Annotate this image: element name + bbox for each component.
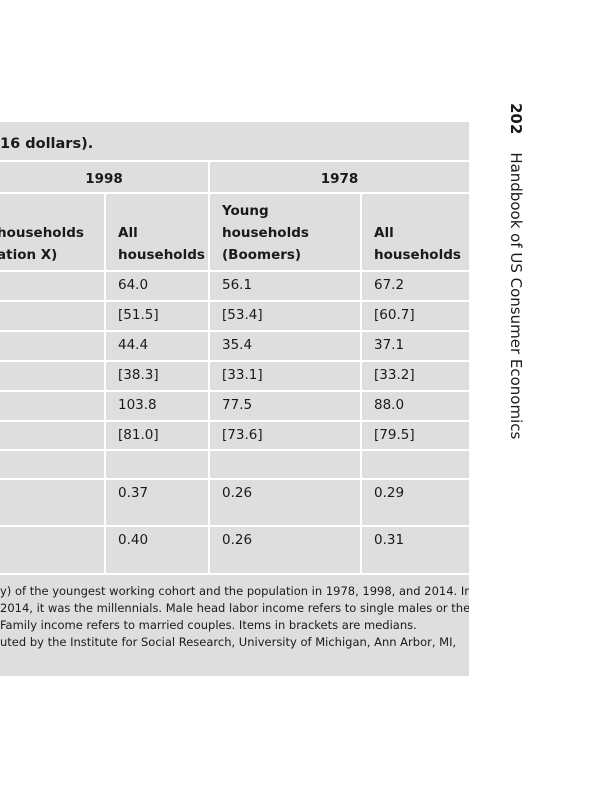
table-cell: 103.8 [118,397,157,413]
table-cell: 67.2 [374,277,405,293]
group-header: 1978 [320,171,359,187]
table-cell: 0.29 [374,485,405,501]
rule [0,449,469,451]
column-header: households [0,225,84,241]
table-cell: 88.0 [374,397,405,413]
column-header: Young [222,203,269,219]
rule [0,270,469,272]
rule [0,360,469,362]
table-cell: [81.0] [118,427,159,443]
table-cell: 37.1 [374,337,405,353]
column-header: households [374,247,461,263]
column-header: All [374,225,394,241]
table-note: 2014, it was the millennials. Male head … [0,601,469,615]
table-cell: [53.4] [222,307,263,323]
column-header: All [118,225,138,241]
table-cell: [51.5] [118,307,159,323]
rule [0,160,469,162]
table-cell: 0.37 [118,485,149,501]
table-cell: 44.4 [118,337,149,353]
table-cell: 0.26 [222,485,253,501]
table-cell: [73.6] [222,427,263,443]
table-cell: [33.2] [374,367,415,383]
table-cell: [79.5] [374,427,415,443]
table-cell: 56.1 [222,277,253,293]
table-note: y) of the youngest working cohort and th… [0,584,469,598]
rule [0,478,469,480]
book-title: Handbook of US Consumer Economics [507,152,525,440]
table-cell: 0.31 [374,532,405,548]
table-cell: [38.3] [118,367,159,383]
table-cell: 0.40 [118,532,149,548]
table-cell: 0.26 [222,532,253,548]
table-note: uted by the Institute for Social Researc… [0,635,457,649]
rule [0,525,469,527]
rule [0,390,469,392]
rule [0,330,469,332]
table-note: Family income refers to married couples.… [0,618,417,632]
column-header: households [118,247,205,263]
column-header: (Boomers) [222,247,302,263]
rule [0,573,469,575]
rule [0,300,469,302]
rule [0,192,469,194]
page-number: 202 [507,103,525,135]
rule [208,160,210,573]
rule [104,193,106,573]
rule [0,420,469,422]
rule [360,193,362,573]
table-cell: [60.7] [374,307,415,323]
table: 16 dollars). 1998 1978 households ation X) Al… [0,122,469,676]
column-header: households [222,225,309,241]
table-cell: 77.5 [222,397,253,413]
table-cell: [33.1] [222,367,263,383]
table-caption: 16 dollars). [0,136,94,152]
table-cell: 35.4 [222,337,253,353]
group-header: 1998 [85,171,123,187]
column-header: ation X) [0,247,58,263]
running-head: 202 Handbook of US Consumer Economics [507,103,525,439]
table-cell: 64.0 [118,277,149,293]
